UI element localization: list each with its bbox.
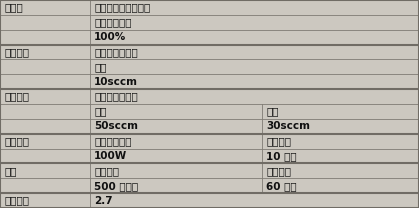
- Bar: [90, 149, 262, 163]
- Text: 鼓泡气流: 鼓泡气流: [4, 47, 29, 57]
- Bar: [0, 163, 90, 178]
- Bar: [90, 163, 262, 178]
- Bar: [262, 178, 419, 193]
- Text: 60 分钟: 60 分钟: [266, 181, 297, 191]
- Text: 100%: 100%: [94, 32, 127, 42]
- Text: 乙烯: 乙烯: [266, 106, 279, 116]
- Bar: [262, 134, 419, 149]
- Bar: [0, 74, 90, 89]
- Text: 成分与体积比百分数: 成分与体积比百分数: [94, 2, 150, 12]
- Text: 退火时间: 退火时间: [266, 166, 291, 176]
- Text: 10 分钟: 10 分钟: [266, 151, 297, 161]
- Text: 氮气: 氮气: [94, 62, 107, 72]
- Bar: [262, 104, 419, 119]
- Bar: [90, 45, 419, 59]
- Bar: [0, 0, 90, 15]
- Bar: [90, 89, 419, 104]
- Bar: [0, 45, 90, 59]
- Text: 成分及体积流量: 成分及体积流量: [94, 92, 138, 102]
- Bar: [0, 178, 90, 193]
- Bar: [90, 0, 419, 15]
- Bar: [0, 104, 90, 119]
- Bar: [262, 163, 419, 178]
- Text: 30sccm: 30sccm: [266, 121, 310, 131]
- Bar: [90, 119, 262, 134]
- Text: 液体源: 液体源: [4, 2, 23, 12]
- Text: 2.7: 2.7: [94, 196, 113, 206]
- Text: 射频电源: 射频电源: [4, 136, 29, 146]
- Text: 成分及体积流量: 成分及体积流量: [94, 47, 138, 57]
- Text: 100W: 100W: [94, 151, 127, 161]
- Text: 退火: 退火: [4, 166, 17, 176]
- Text: 介电常数: 介电常数: [4, 196, 29, 206]
- Bar: [0, 193, 90, 208]
- Text: 正硅酸四乙酯: 正硅酸四乙酯: [94, 17, 132, 27]
- Text: 500 摄氏度: 500 摄氏度: [94, 181, 138, 191]
- Bar: [90, 178, 262, 193]
- Text: 退火温度: 退火温度: [94, 166, 119, 176]
- Bar: [0, 119, 90, 134]
- Bar: [0, 15, 90, 30]
- Bar: [90, 30, 419, 45]
- Bar: [0, 134, 90, 149]
- Bar: [90, 59, 419, 74]
- Bar: [90, 104, 262, 119]
- Bar: [262, 149, 419, 163]
- Bar: [90, 193, 419, 208]
- Bar: [90, 15, 419, 30]
- Bar: [90, 74, 419, 89]
- Bar: [262, 119, 419, 134]
- Text: 50sccm: 50sccm: [94, 121, 138, 131]
- Bar: [0, 149, 90, 163]
- Text: 10sccm: 10sccm: [94, 77, 138, 87]
- Bar: [0, 59, 90, 74]
- Text: 甲烷: 甲烷: [94, 106, 107, 116]
- Text: 射频电源功率: 射频电源功率: [94, 136, 132, 146]
- Text: 沉积时间: 沉积时间: [266, 136, 291, 146]
- Bar: [90, 134, 262, 149]
- Text: 稀释气流: 稀释气流: [4, 92, 29, 102]
- Bar: [0, 89, 90, 104]
- Bar: [0, 30, 90, 45]
